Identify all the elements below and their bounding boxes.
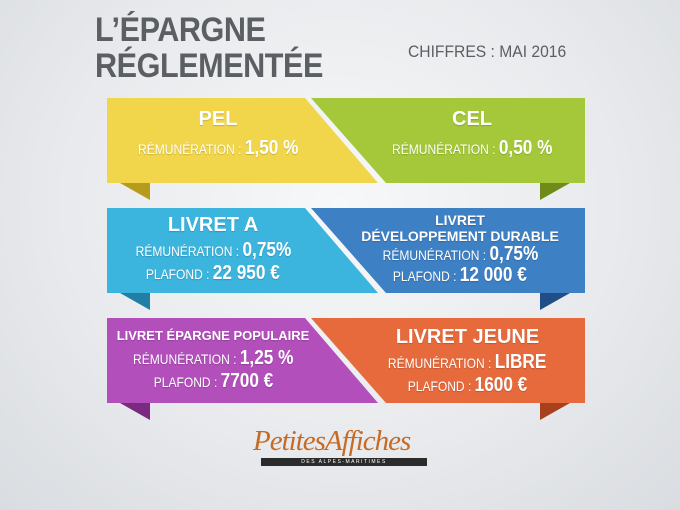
ldd-cap-value: 12 000 € <box>459 264 527 286</box>
lep-rate-label: RÉMUNÉRATION : <box>132 351 237 367</box>
ldd-panel <box>311 208 585 293</box>
pel-card: PEL RÉMUNÉRATION : 1,50 % <box>112 108 324 159</box>
livret-a-fold <box>120 293 150 310</box>
livret-a-panel <box>107 208 378 293</box>
date-subtitle: CHIFFRES : MAI 2016 <box>408 42 567 61</box>
lep-card: LIVRET ÉPARGNE POPULAIRE RÉMUNÉRATION : … <box>108 328 318 392</box>
lep-rate-row: RÉMUNÉRATION : 1,25 % <box>133 348 293 369</box>
livret-jeune-rate-value: LIBRE <box>495 351 547 373</box>
cel-rate-value: 0,50 % <box>498 137 553 159</box>
ldd-rate-row: RÉMUNÉRATION : 0,75% <box>382 244 538 265</box>
ldd-title-line-2: DÉVELOPPEMENT DURABLE <box>361 228 559 244</box>
ldd-title-line-1: LIVRET <box>435 212 485 228</box>
ldd-rate-value: 0,75% <box>489 243 538 265</box>
pel-title: PEL <box>198 108 238 130</box>
cel-fold <box>540 183 570 200</box>
logo-wordmark: PetitesAffiches <box>253 425 411 457</box>
ldd-card: LIVRET DÉVELOPPEMENT DURABLE RÉMUNÉRATIO… <box>340 212 580 286</box>
livret-a-title: LIVRET A <box>167 214 259 236</box>
cel-panel <box>311 98 585 183</box>
livret-a-rate-value: 0,75% <box>242 239 291 261</box>
cel-card: CEL RÉMUNÉRATION : 0,50 % <box>362 108 582 159</box>
livret-a-cap-label: PLAFOND : <box>146 266 210 282</box>
cel-rate-row: RÉMUNÉRATION : 0,50 % <box>392 138 552 159</box>
pel-panel <box>107 98 378 183</box>
livret-jeune-title: LIVRET JEUNE <box>395 326 540 348</box>
ldd-rate-label: RÉMUNÉRATION : <box>382 247 486 263</box>
page-title: L’ÉPARGNE RÉGLEMENTÉE <box>95 12 323 84</box>
pel-fold <box>120 183 150 200</box>
pel-rate-row: RÉMUNÉRATION : 1,50 % <box>138 138 298 159</box>
ldd-fold <box>540 293 570 310</box>
title-line-2: RÉGLEMENTÉE <box>95 47 323 85</box>
livret-jeune-rate-row: RÉMUNÉRATION : LIBRE <box>388 352 546 373</box>
pel-rate-value: 1,50 % <box>244 137 299 159</box>
title-line-1: L’ÉPARGNE <box>95 11 266 49</box>
livret-a-cap-value: 22 950 € <box>212 262 280 284</box>
livret-a-rate-label: RÉMUNÉRATION : <box>135 243 239 259</box>
livret-jeune-card: LIVRET JEUNE RÉMUNÉRATION : LIBRE PLAFON… <box>355 326 580 396</box>
lep-fold <box>120 403 150 420</box>
ldd-cap-row: PLAFOND : 12 000 € <box>393 265 527 286</box>
ldd-cap-label: PLAFOND : <box>393 268 457 284</box>
lep-cap-value: 7700 € <box>220 370 273 392</box>
livret-jeune-rate-label: RÉMUNÉRATION : <box>388 355 492 371</box>
cel-rate-label: RÉMUNÉRATION : <box>391 141 496 157</box>
livret-a-card: LIVRET A RÉMUNÉRATION : 0,75% PLAFOND : … <box>108 214 318 284</box>
logo-tagline: DES ALPES-MARITIMES <box>261 458 427 466</box>
petites-affiches-logo: PetitesAffiches DES ALPES-MARITIMES <box>253 425 428 466</box>
lep-title: LIVRET ÉPARGNE POPULAIRE <box>116 328 310 343</box>
lep-cap-row: PLAFOND : 7700 € <box>153 371 273 392</box>
lep-cap-label: PLAFOND : <box>153 374 217 390</box>
livret-jeune-cap-value: 1600 € <box>474 374 528 396</box>
livret-jeune-cap-label: PLAFOND : <box>407 378 472 394</box>
livret-jeune-panel <box>311 318 585 403</box>
lep-rate-value: 1,25 % <box>239 347 294 369</box>
livret-a-cap-row: PLAFOND : 22 950 € <box>146 263 280 284</box>
livret-jeune-cap-row: PLAFOND : 1600 € <box>408 375 528 396</box>
pel-rate-label: RÉMUNÉRATION : <box>137 141 242 157</box>
livret-a-rate-row: RÉMUNÉRATION : 0,75% <box>135 240 291 261</box>
lep-panel <box>107 318 378 403</box>
cel-title: CEL <box>452 108 492 130</box>
livret-jeune-fold <box>540 403 570 420</box>
